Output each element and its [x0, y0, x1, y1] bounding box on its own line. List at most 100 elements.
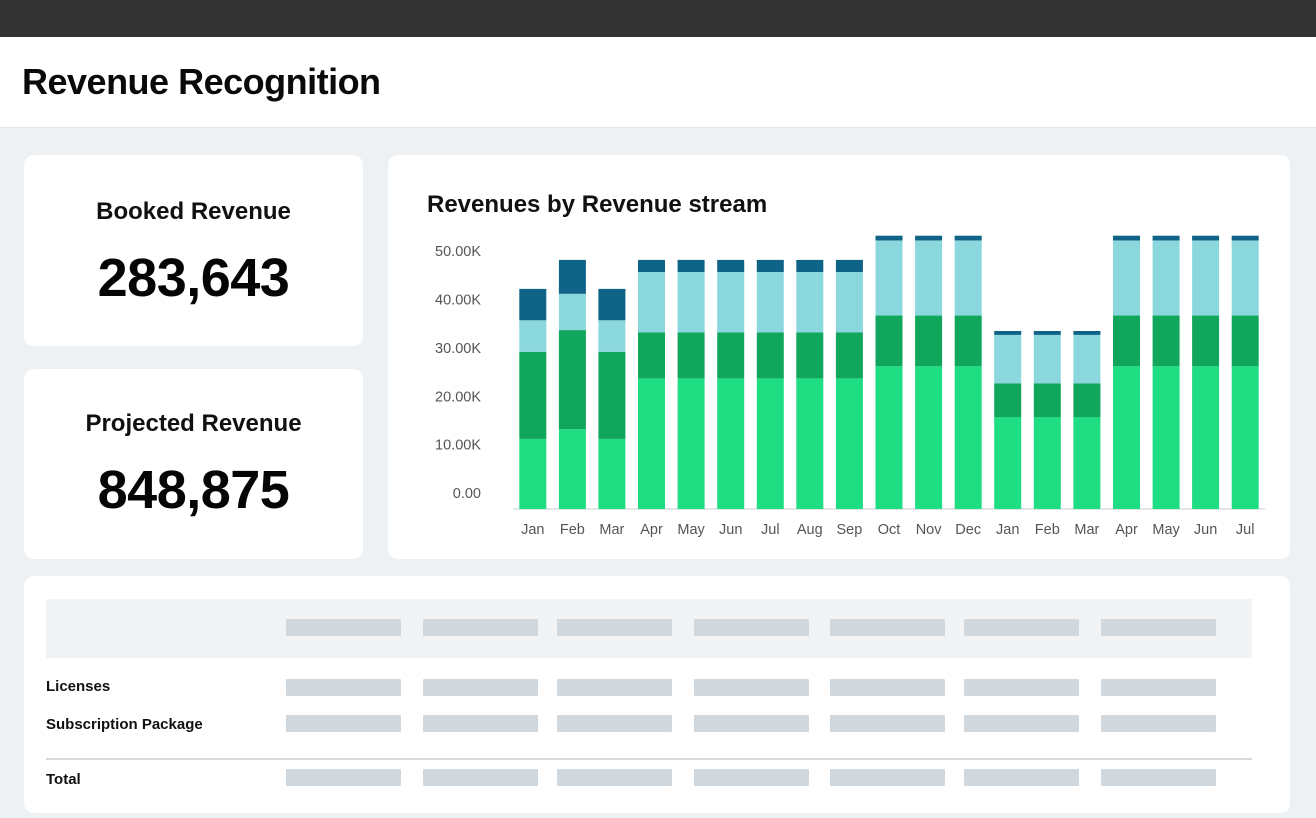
bar-segment[interactable] — [1073, 417, 1101, 509]
bar-segment[interactable] — [756, 272, 784, 333]
x-tick-label: Jun — [719, 522, 742, 538]
bar-segment[interactable] — [915, 315, 943, 367]
bar-segment[interactable] — [1192, 366, 1220, 509]
bar-segment[interactable] — [519, 351, 547, 439]
bar-segment[interactable] — [717, 332, 745, 379]
x-tick-label: Jan — [996, 522, 1019, 538]
bar-segment[interactable] — [1152, 315, 1180, 367]
bar-segment[interactable] — [1033, 383, 1061, 418]
bar-segment[interactable] — [1152, 235, 1180, 241]
bar-segment[interactable] — [1073, 334, 1101, 384]
bar-segment[interactable] — [796, 332, 824, 379]
bar-segment[interactable] — [677, 259, 705, 272]
bar-segment[interactable] — [519, 320, 547, 352]
placeholder-cell-header — [1101, 619, 1216, 636]
bar-segment[interactable] — [1231, 235, 1259, 241]
bar-segment[interactable] — [1231, 315, 1259, 367]
bar-segment[interactable] — [835, 332, 863, 379]
bar-segment[interactable] — [1231, 240, 1259, 316]
bar-segment[interactable] — [1192, 235, 1220, 241]
bar-segment[interactable] — [1073, 331, 1101, 335]
bar-segment[interactable] — [717, 378, 745, 509]
bar-segment[interactable] — [954, 235, 982, 241]
revenue-stream-chart: 0.00 10.00K 20.00K 30.00K 40.00K 50.00K Jan Feb… — [435, 235, 1265, 538]
bar-segment[interactable] — [677, 378, 705, 509]
bar-segment[interactable] — [915, 240, 943, 316]
bar-segment[interactable] — [717, 272, 745, 333]
bar-segment[interactable] — [756, 259, 784, 272]
bar-segment[interactable] — [558, 330, 586, 430]
bar-segment[interactable] — [796, 378, 824, 509]
x-tick-label: Nov — [916, 522, 943, 538]
bar-segment[interactable] — [796, 259, 824, 272]
bar-segment[interactable] — [1073, 383, 1101, 418]
bar-segment[interactable] — [835, 259, 863, 272]
x-tick-label: Aug — [797, 522, 823, 538]
bar-segment[interactable] — [835, 272, 863, 333]
bar-segment[interactable] — [558, 259, 586, 294]
bar-segment[interactable] — [954, 315, 982, 367]
placeholder-cell-total — [1101, 769, 1216, 786]
bar-segment[interactable] — [598, 288, 626, 321]
bar-segment[interactable] — [835, 378, 863, 509]
bar-segment[interactable] — [954, 366, 982, 509]
bar-segment[interactable] — [519, 288, 547, 321]
bar-segment[interactable] — [558, 293, 586, 331]
bar-segment[interactable] — [677, 332, 705, 379]
bar-segment[interactable] — [756, 332, 784, 379]
booked-revenue-value: 283,643 — [97, 248, 290, 308]
bar-segment[interactable] — [756, 378, 784, 509]
x-tick-label: Apr — [1115, 522, 1138, 538]
bar-segment[interactable] — [519, 438, 547, 509]
bar-segment[interactable] — [677, 272, 705, 333]
bar-segment[interactable] — [717, 259, 745, 272]
bar-segment[interactable] — [598, 438, 626, 509]
bar-segment[interactable] — [1113, 315, 1140, 367]
bar-segment[interactable] — [875, 315, 903, 367]
bar-segment[interactable] — [1231, 366, 1259, 509]
placeholder-cell-licenses — [1101, 679, 1216, 696]
bar-segment[interactable] — [994, 417, 1022, 509]
bar-segment[interactable] — [598, 320, 626, 352]
bar-segment[interactable] — [1033, 331, 1061, 335]
x-tick-label: Sep — [836, 522, 862, 538]
x-tick-label: Jul — [1236, 522, 1255, 538]
bar-segment[interactable] — [1033, 417, 1061, 509]
placeholder-cell-header — [830, 619, 945, 636]
bar-segment[interactable] — [638, 272, 665, 333]
placeholder-cell-licenses — [557, 679, 672, 696]
bar-segment[interactable] — [1113, 240, 1140, 316]
bar-segment[interactable] — [994, 331, 1022, 335]
bar-segment[interactable] — [915, 366, 943, 509]
projected-revenue-card: Projected Revenue 848,875 — [24, 369, 363, 559]
bar-segment[interactable] — [1152, 366, 1180, 509]
bar-segment[interactable] — [598, 351, 626, 439]
bar-segment[interactable] — [994, 383, 1022, 418]
bar-segment[interactable] — [1192, 315, 1220, 367]
bar-segment[interactable] — [638, 332, 665, 379]
bar-segment[interactable] — [1033, 334, 1061, 384]
bar-segment[interactable] — [796, 272, 824, 333]
x-tick-label: Apr — [640, 522, 663, 538]
bar-segment[interactable] — [954, 240, 982, 316]
bar-segment[interactable] — [875, 366, 903, 509]
y-tick-label: 30.00K — [435, 341, 481, 357]
projected-revenue-value: 848,875 — [97, 460, 290, 520]
placeholder-cell-total — [557, 769, 672, 786]
bar-segment[interactable] — [994, 334, 1022, 384]
bar-segment[interactable] — [915, 235, 943, 241]
booked-revenue-label: Booked Revenue — [96, 198, 291, 225]
y-tick-label: 0.00 — [453, 486, 481, 502]
bar-segment[interactable] — [638, 378, 665, 509]
bar-segment[interactable] — [1113, 366, 1140, 509]
x-tick-label: May — [677, 522, 705, 538]
bar-segment[interactable] — [875, 240, 903, 316]
bar-segment[interactable] — [1113, 235, 1140, 241]
bar-segment[interactable] — [1192, 240, 1220, 316]
bar-segment[interactable] — [558, 429, 586, 509]
row-label-licenses: Licenses — [46, 678, 111, 695]
bar-segment[interactable] — [638, 259, 665, 272]
x-tick-label: Feb — [560, 522, 585, 538]
bar-segment[interactable] — [875, 235, 903, 241]
bar-segment[interactable] — [1152, 240, 1180, 316]
